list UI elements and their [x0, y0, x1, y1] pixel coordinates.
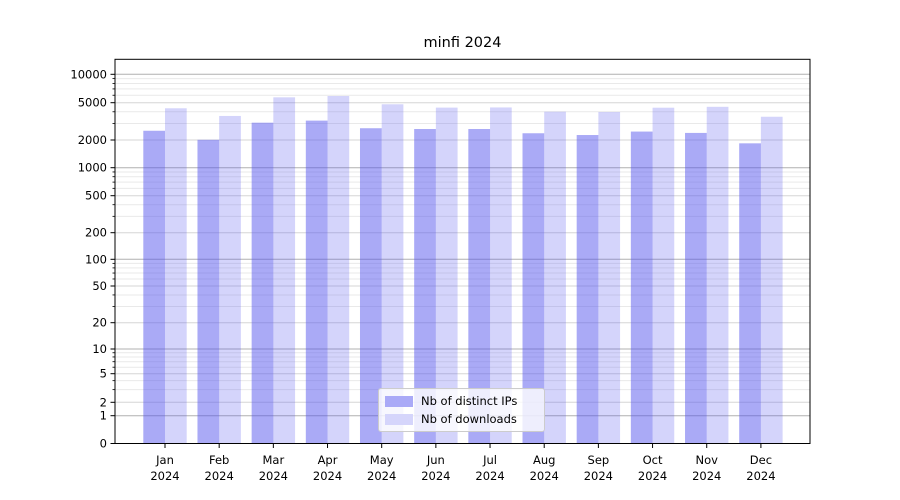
x-tick-label-year: 2024	[367, 469, 396, 483]
x-tick-label-month: May	[370, 453, 394, 467]
x-tick-label-month: Oct	[643, 453, 663, 467]
y-tick-label: 50	[92, 279, 107, 293]
bar-nb-of-downloads-may	[381, 104, 404, 444]
legend: Nb of distinct IPs Nb of downloads	[378, 388, 545, 432]
bar-nb-of-distinct-ips-nov	[685, 132, 707, 444]
bar-nb-of-distinct-ips-mar	[251, 122, 274, 444]
x-tick-label-month: Aug	[533, 453, 555, 467]
bar-nb-of-downloads-oct	[652, 107, 675, 444]
x-tick-label-year: 2024	[259, 469, 288, 483]
y-tick-label: 10	[92, 342, 107, 356]
chart-title: minfi 2024	[423, 35, 502, 51]
x-tick-label-month: Jul	[482, 453, 497, 467]
bar-nb-of-downloads-jan	[165, 108, 187, 444]
legend-swatch-distinct-ips	[385, 395, 413, 407]
y-tick-label: 0	[100, 437, 107, 451]
x-tick-label-month: Feb	[209, 453, 229, 467]
legend-item-distinct-ips: Nb of distinct IPs	[385, 394, 537, 408]
x-tick-label-year: 2024	[584, 469, 613, 483]
x-tick-label-year: 2024	[150, 469, 179, 483]
x-tick-label-year: 2024	[205, 469, 234, 483]
legend-swatch-downloads	[385, 413, 413, 425]
x-tick-label-year: 2024	[313, 469, 342, 483]
bar-nb-of-distinct-ips-jun	[414, 129, 436, 444]
y-tick-label: 1	[100, 409, 107, 423]
y-tick-label: 5	[100, 367, 107, 381]
x-tick-label-year: 2024	[746, 469, 775, 483]
bar-nb-of-distinct-ips-oct	[630, 131, 653, 444]
y-tick-label: 500	[85, 189, 107, 203]
bar-nb-of-distinct-ips-feb	[197, 139, 220, 444]
legend-label-downloads: Nb of downloads	[421, 412, 517, 426]
y-tick-label: 100	[85, 252, 107, 266]
x-tick-label-year: 2024	[475, 469, 504, 483]
plot-border	[114, 58, 811, 445]
bar-nb-of-distinct-ips-jan	[143, 130, 165, 444]
x-tick-label-month: Nov	[696, 453, 719, 467]
x-tick-label-month: Jun	[426, 453, 445, 467]
bar-nb-of-distinct-ips-dec	[739, 143, 761, 444]
y-tick-label: 200	[85, 226, 107, 240]
bar-nb-of-downloads-feb	[219, 115, 241, 444]
y-tick-label: 2	[100, 395, 107, 409]
bar-nb-of-downloads-jun	[435, 107, 458, 444]
bar-nb-of-downloads-jul	[490, 107, 512, 444]
y-tick-label: 2000	[78, 133, 107, 147]
x-tick-label-month: Apr	[318, 453, 338, 467]
bar-nb-of-distinct-ips-may	[359, 128, 382, 444]
x-tick-label-year: 2024	[638, 469, 667, 483]
x-tick-label-year: 2024	[692, 469, 721, 483]
bar-nb-of-downloads-sep	[598, 111, 621, 444]
bar-nb-of-distinct-ips-sep	[576, 135, 599, 444]
legend-label-distinct-ips: Nb of distinct IPs	[421, 394, 518, 408]
bar-nb-of-distinct-ips-jul	[468, 129, 491, 444]
bar-nb-of-distinct-ips-apr	[305, 120, 328, 444]
bar-nb-of-downloads-dec	[760, 116, 783, 444]
bar-nb-of-distinct-ips-aug	[522, 133, 545, 444]
x-tick-label-month: Mar	[262, 453, 284, 467]
x-tick-label-month: Jan	[155, 453, 174, 467]
x-tick-label-month: Sep	[588, 453, 610, 467]
bar-nb-of-downloads-aug	[544, 111, 566, 444]
x-tick-label-year: 2024	[421, 469, 450, 483]
bar-nb-of-downloads-apr	[327, 95, 350, 444]
x-tick-label-year: 2024	[530, 469, 559, 483]
y-tick-label: 10000	[70, 67, 107, 81]
x-tick-label-month: Dec	[750, 453, 772, 467]
bar-nb-of-downloads-mar	[273, 97, 296, 444]
y-tick-label: 20	[92, 316, 107, 330]
y-tick-label: 5000	[78, 96, 107, 110]
legend-item-downloads: Nb of downloads	[385, 412, 537, 426]
bar-nb-of-downloads-nov	[706, 106, 729, 444]
y-tick-label: 1000	[78, 161, 107, 175]
